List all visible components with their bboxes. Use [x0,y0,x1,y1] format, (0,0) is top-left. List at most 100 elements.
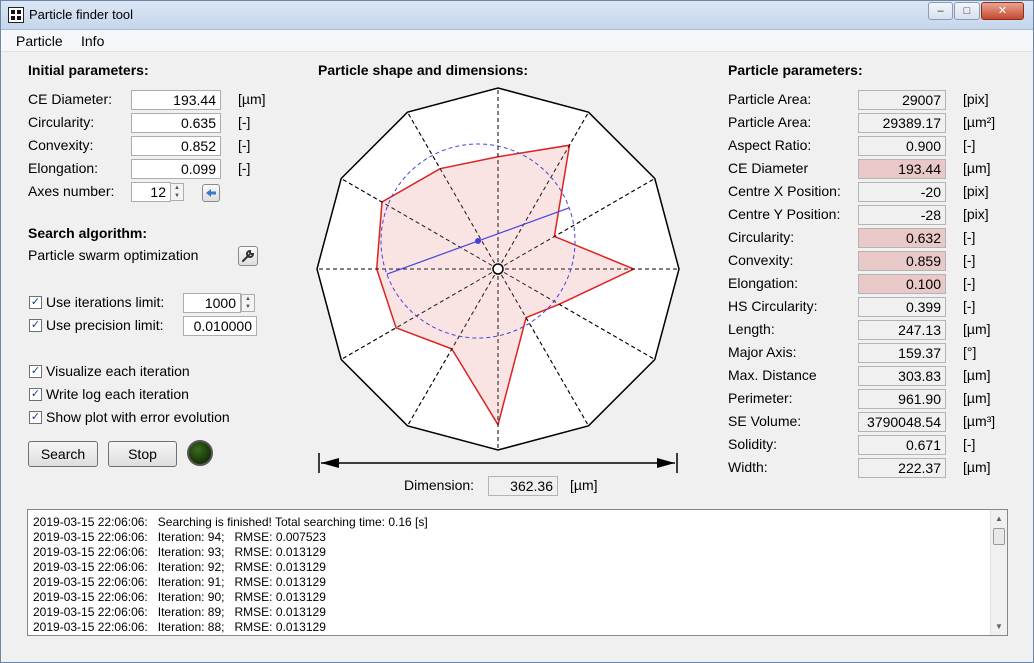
param-unit: [-] [963,436,976,452]
param-label: HS Circularity: [728,298,818,314]
param-value: 0.632 [858,228,946,248]
log-line: 2019-03-15 22:06:06: Iteration: 91; RMSE… [33,575,326,589]
log-output[interactable]: 2019-03-15 22:06:06: Searching is finish… [27,509,1008,636]
apply-axes-button[interactable] [202,184,220,202]
menu-info[interactable]: Info [81,33,105,49]
param-label: Circularity: [728,229,795,245]
log-line: 2019-03-15 22:06:06: Iteration: 88; RMSE… [33,620,326,634]
param-label: Max. Distance [728,367,817,383]
write-log-label: Write log each iteration [46,386,189,402]
param-unit: [µm] [963,160,991,176]
param-label: Particle Area: [728,91,812,107]
param-unit: [µm] [963,459,991,475]
iterations-limit-input[interactable]: 1000 [183,293,241,313]
convexity-input[interactable]: 0.852 [131,136,221,156]
param-value: 29389.17 [858,113,946,133]
shape-heading: Particle shape and dimensions: [318,62,529,78]
param-label: Perimeter: [728,390,793,406]
write-log-checkbox[interactable]: ✓ [29,388,42,401]
param-unit: [-] [963,252,976,268]
param-value: 193.44 [858,159,946,179]
param-label: Solidity: [728,436,778,452]
param-value: 0.100 [858,274,946,294]
param-unit: [-] [963,298,976,314]
axis-overlay-line [407,268,499,427]
particle-shape-plot [316,87,680,451]
log-line: 2019-03-15 22:06:06: Iteration: 94; RMSE… [33,530,326,544]
elongation-input[interactable]: 0.099 [131,159,221,179]
precision-limit-label: Use precision limit: [46,317,164,333]
param-unit: [µm³] [963,413,996,429]
scroll-thumb[interactable] [993,528,1005,545]
param-value: 0.399 [858,297,946,317]
param-label: Elongation: [728,275,799,291]
param-value: 0.671 [858,435,946,455]
visualize-iteration-checkbox[interactable]: ✓ [29,365,42,378]
param-label: Length: [728,321,775,337]
show-error-plot-checkbox[interactable]: ✓ [29,411,42,424]
param-unit: [µm] [963,390,991,406]
ce-diameter-label: CE Diameter: [28,91,113,107]
show-error-plot-label: Show plot with error evolution [46,409,230,425]
dimension-unit: [µm] [570,477,598,493]
axes-number-input[interactable]: 12 [131,182,171,202]
log-line: 2019-03-15 22:06:06: Searching is finish… [33,515,428,529]
axes-number-spinner[interactable]: ▲ ▼ [170,183,184,201]
precision-limit-checkbox[interactable]: ✓ [29,319,42,332]
param-unit: [pix] [963,183,989,199]
param-unit: [pix] [963,206,989,222]
param-label: CE Diameter [728,160,809,176]
param-label: Convexity: [728,252,794,268]
scroll-up-icon[interactable]: ▲ [995,514,1003,523]
dimension-value: 362.36 [488,476,558,496]
app-icon [8,7,24,23]
centroid-marker [475,238,481,244]
window-title: Particle finder tool [29,7,134,22]
axis-overlay-line [497,268,589,427]
param-label: Centre X Position: [728,183,841,199]
minimize-button[interactable]: – [928,2,953,20]
iterations-limit-spinner[interactable]: ▲ ▼ [241,294,255,312]
circularity-input[interactable]: 0.635 [131,113,221,133]
axis-overlay-line [497,268,656,360]
axis-overlay-line [497,178,656,270]
scroll-down-icon[interactable]: ▼ [995,622,1003,631]
search-algorithm-heading: Search algorithm: [28,225,148,241]
arrow-left-icon [206,189,216,197]
param-unit: [µm] [963,367,991,383]
param-value: 159.37 [858,343,946,363]
menu-particle[interactable]: Particle [16,33,63,49]
equivalent-circle [380,143,576,339]
title-bar[interactable]: Particle finder tool – □ ✕ [1,1,1033,30]
close-button[interactable]: ✕ [981,2,1024,20]
param-value: 3790048.54 [858,412,946,432]
param-unit: [°] [963,344,977,360]
param-value: 303.83 [858,366,946,386]
maximize-button[interactable]: □ [954,2,980,20]
param-value: 222.37 [858,458,946,478]
log-scrollbar[interactable]: ▲ ▼ [990,510,1007,635]
ce-diameter-input[interactable]: 193.44 [131,90,221,110]
stop-button[interactable]: Stop [108,441,177,467]
algorithm-settings-button[interactable] [238,246,258,266]
circularity-label: Circularity: [28,114,95,130]
wrench-icon [242,249,255,262]
param-unit: [-] [963,137,976,153]
param-label: Aspect Ratio: [728,137,812,153]
visualize-iteration-label: Visualize each iteration [46,363,190,379]
menu-bar: Particle Info [1,30,1033,52]
param-unit: [µm] [963,321,991,337]
precision-limit-input[interactable]: 0.010000 [183,316,257,336]
param-label: Width: [728,459,768,475]
status-indicator [187,440,213,466]
circularity-unit: [-] [238,114,251,130]
param-value: -20 [858,182,946,202]
search-button[interactable]: Search [28,441,98,467]
iterations-limit-checkbox[interactable]: ✓ [29,296,42,309]
param-value: 0.859 [858,251,946,271]
log-line: 2019-03-15 22:06:06: Iteration: 92; RMSE… [33,560,326,574]
particle-parameters-heading: Particle parameters: [728,62,863,78]
axis-overlay-line [497,111,589,270]
param-value: 961.90 [858,389,946,409]
